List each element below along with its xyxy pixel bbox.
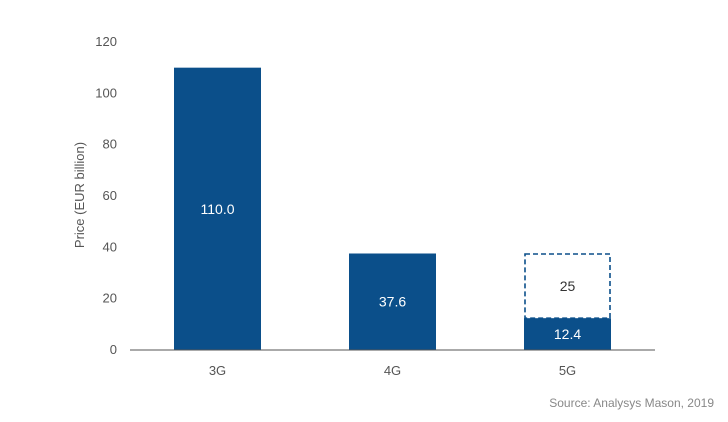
bar-value-label-3G: 110.0 [201, 201, 235, 217]
bar-dashed-label-5G: 25 [560, 278, 576, 294]
x-tick-label-3G: 3G [209, 363, 226, 378]
source-note: Source: Analysys Mason, 2019 [549, 396, 714, 410]
bars-group: 110.0 37.6 12.4 25 [174, 67, 611, 351]
bar-3G [174, 67, 261, 351]
x-tick-label-4G: 4G [384, 363, 401, 378]
bar-4G [349, 253, 436, 350]
bar-value-label-4G: 37.6 [379, 294, 406, 310]
y-tick-label: 60 [103, 188, 117, 203]
y-tick-label: 0 [110, 342, 117, 357]
x-axis-ticks: 3G 4G 5G [209, 363, 576, 378]
y-tick-label: 80 [103, 137, 117, 152]
y-tick-label: 40 [103, 239, 117, 254]
y-axis-title: Price (EUR billion) [72, 142, 87, 248]
bar-dashed-5G [524, 253, 611, 319]
y-tick-label: 120 [95, 34, 117, 49]
y-tick-label: 20 [103, 291, 117, 306]
x-tick-label-5G: 5G [559, 363, 576, 378]
y-axis-ticks: 0 20 40 60 80 100 120 [95, 34, 117, 357]
bar-value-label-5G: 12.4 [554, 326, 581, 342]
bar-5G [524, 318, 611, 350]
y-tick-label: 100 [95, 85, 117, 100]
